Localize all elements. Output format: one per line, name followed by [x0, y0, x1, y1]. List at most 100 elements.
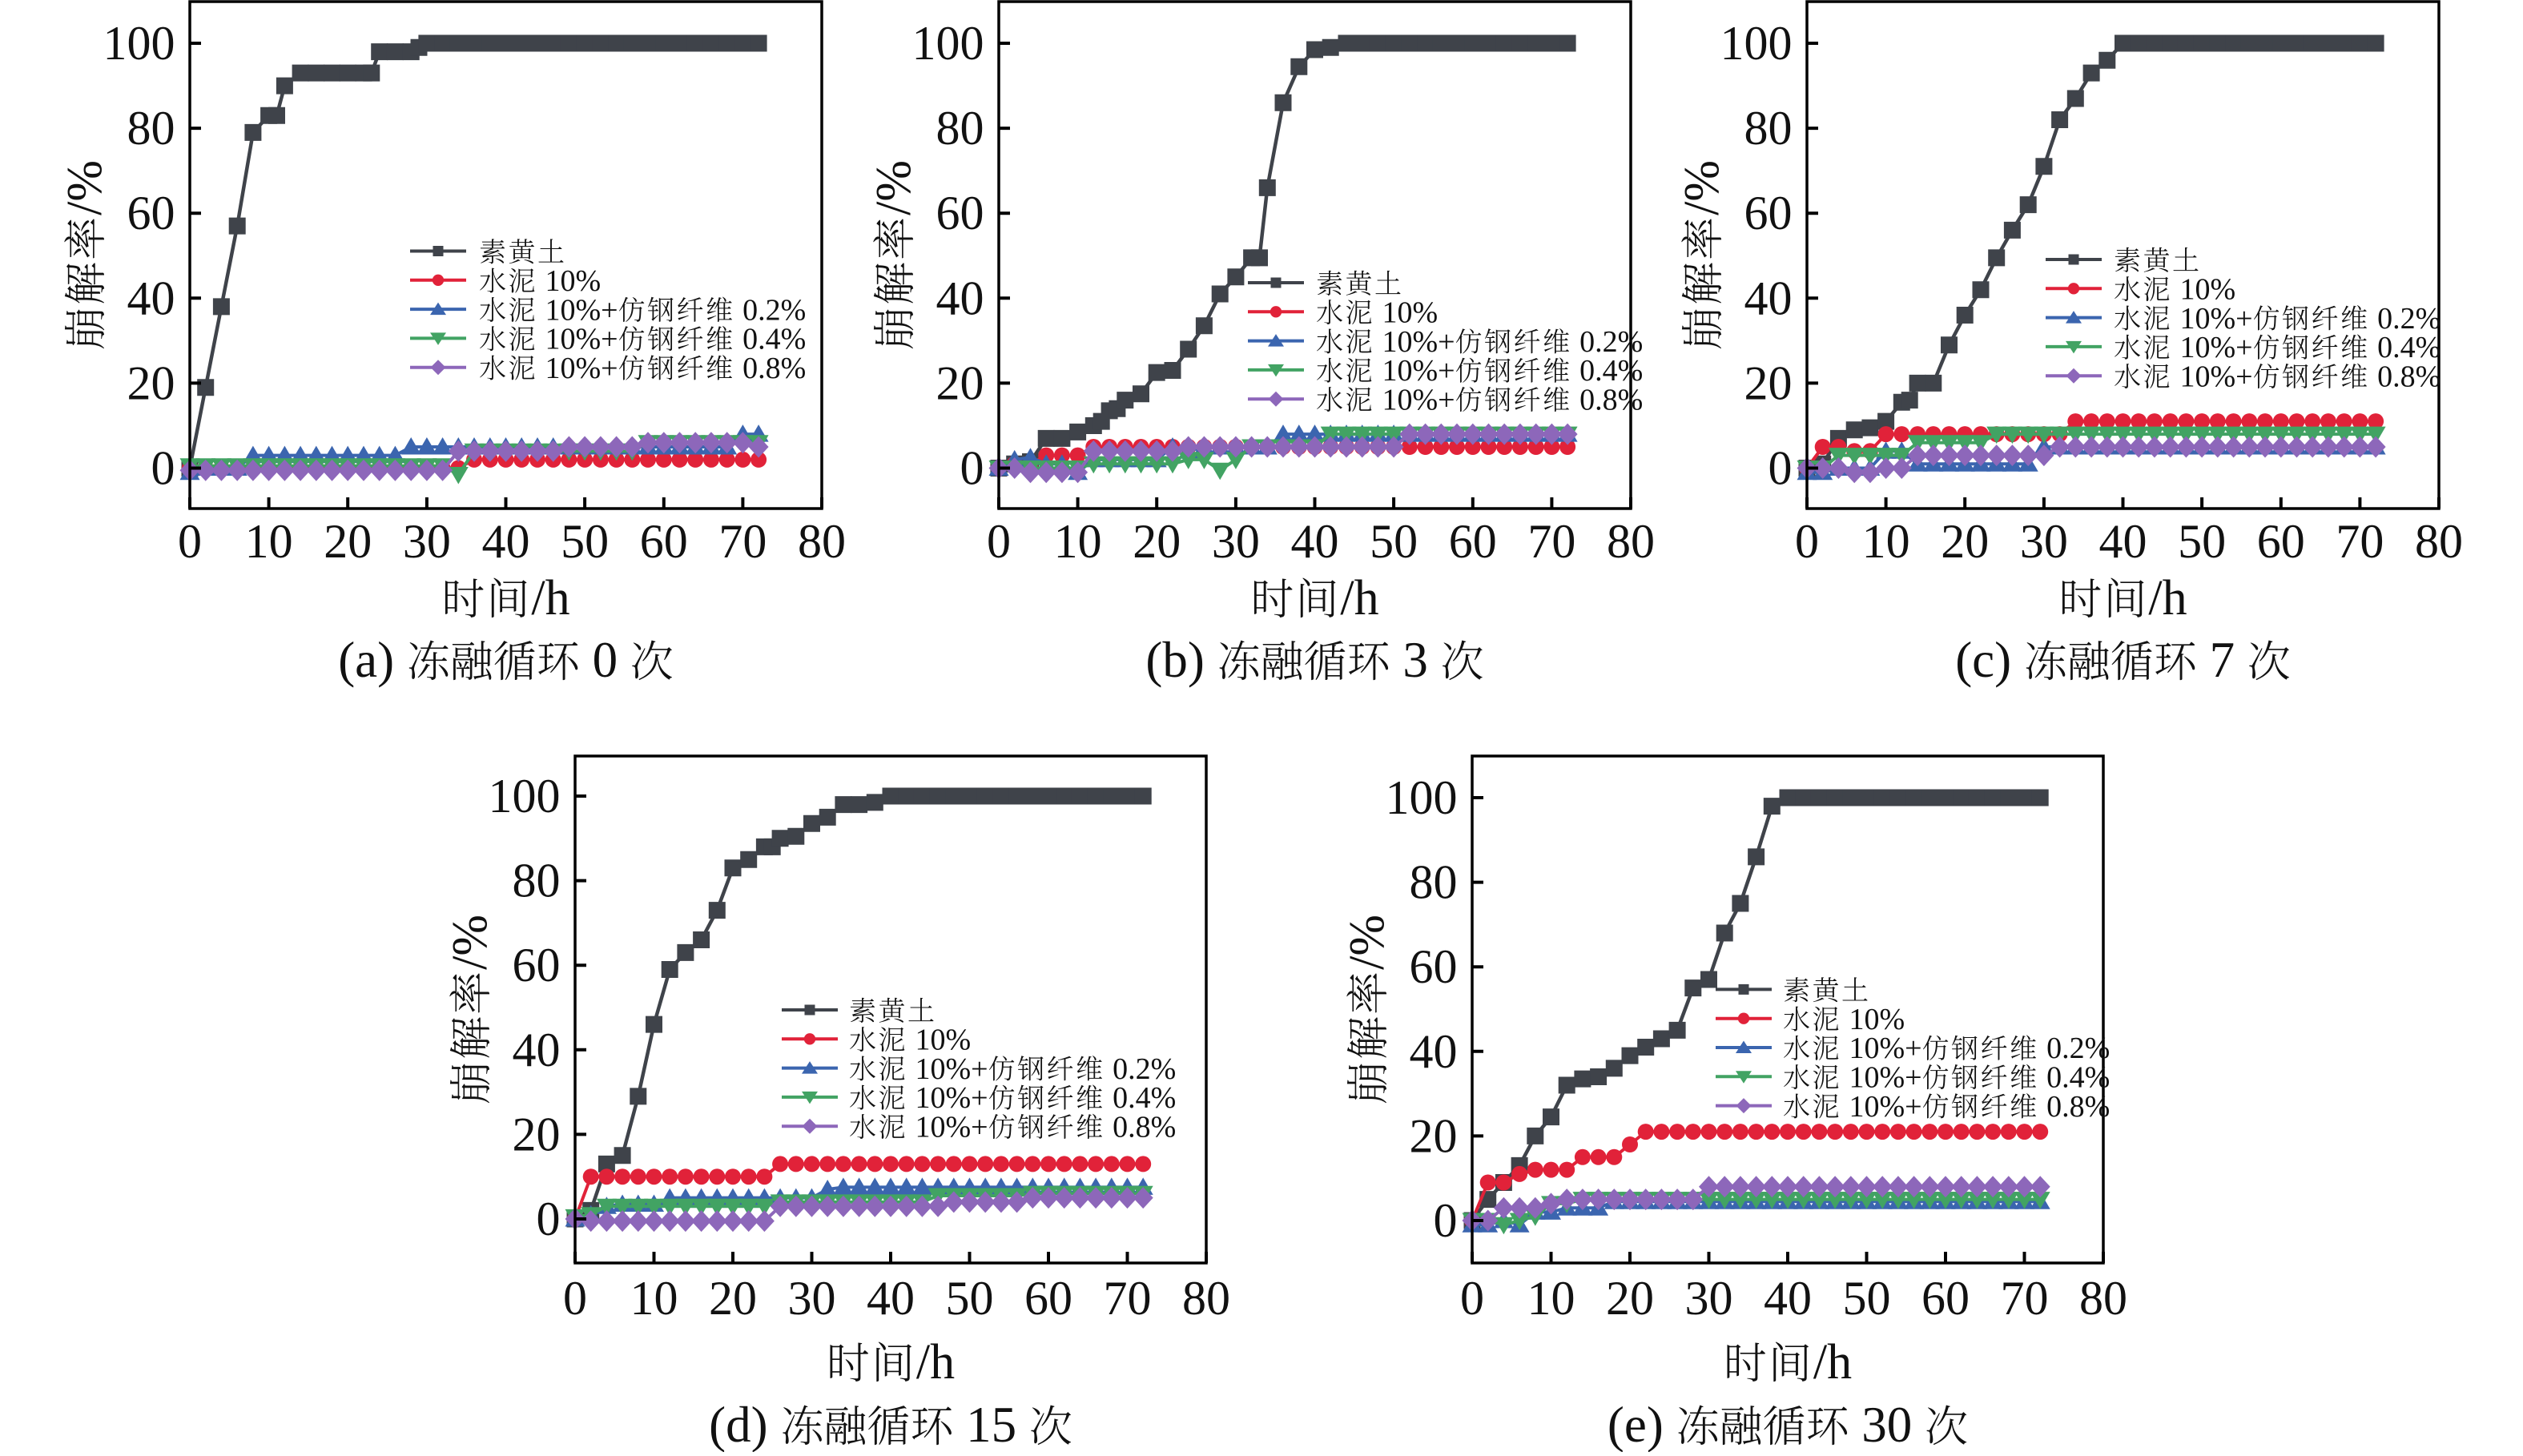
svg-text:20: 20: [936, 356, 984, 409]
svg-text:0.2%: 0.2%: [742, 293, 806, 327]
svg-text:0.4%: 0.4%: [2377, 331, 2441, 364]
svg-text:60: 60: [1410, 940, 1458, 993]
svg-text:10%+: 10%+: [2180, 302, 2253, 336]
svg-text:10%: 10%: [1849, 1003, 1905, 1036]
svg-text:10%+: 10%+: [1849, 1061, 1922, 1095]
svg-text:0.4%: 0.4%: [2046, 1061, 2110, 1095]
svg-text:0: 0: [1434, 1194, 1458, 1247]
svg-text:10%+: 10%+: [915, 1110, 988, 1144]
svg-text:60: 60: [1024, 1272, 1072, 1325]
svg-text:80: 80: [513, 855, 561, 907]
svg-text:0.4%: 0.4%: [1579, 354, 1643, 388]
svg-text:40: 40: [127, 271, 175, 324]
svg-text:60: 60: [1921, 1272, 1970, 1325]
svg-text:10%+: 10%+: [1849, 1090, 1922, 1124]
svg-text:10%+: 10%+: [545, 323, 618, 356]
svg-text:30: 30: [1212, 515, 1260, 568]
svg-text:60: 60: [640, 515, 688, 568]
svg-text:50: 50: [2178, 515, 2226, 568]
svg-text:/h: /h: [531, 571, 569, 625]
svg-text:40: 40: [1764, 1272, 1812, 1325]
svg-text:40: 40: [936, 271, 984, 324]
svg-text:0.8%: 0.8%: [2377, 360, 2441, 393]
svg-text:10%+: 10%+: [915, 1052, 988, 1086]
svg-text:20: 20: [1410, 1109, 1458, 1162]
svg-text:20: 20: [1606, 1272, 1654, 1325]
svg-text:100: 100: [912, 17, 984, 70]
svg-text:30: 30: [1861, 1397, 1912, 1452]
svg-text:10%+: 10%+: [1849, 1032, 1922, 1065]
svg-text:80: 80: [2079, 1272, 2127, 1325]
svg-text:/h: /h: [1340, 571, 1378, 625]
svg-text:80: 80: [1410, 856, 1458, 909]
svg-text:60: 60: [127, 187, 175, 239]
svg-text:70: 70: [1104, 1272, 1152, 1325]
svg-text:10%+: 10%+: [1382, 325, 1455, 359]
svg-text:10: 10: [1862, 515, 1910, 568]
svg-text:60: 60: [936, 187, 984, 239]
svg-text:0.2%: 0.2%: [1113, 1052, 1176, 1086]
svg-text:80: 80: [2415, 515, 2463, 568]
svg-text:40: 40: [1410, 1025, 1458, 1078]
svg-text:10: 10: [1054, 515, 1102, 568]
svg-text:80: 80: [127, 102, 175, 155]
svg-text:50: 50: [1843, 1272, 1891, 1325]
svg-text:0: 0: [563, 1272, 587, 1325]
svg-text:30: 30: [788, 1272, 836, 1325]
svg-text:30: 30: [403, 515, 451, 568]
svg-text:0: 0: [178, 515, 202, 568]
svg-text:/%: /%: [58, 160, 112, 215]
svg-text:40: 40: [867, 1272, 915, 1325]
svg-text:10%: 10%: [1382, 296, 1439, 330]
svg-text:40: 40: [1291, 515, 1339, 568]
svg-text:20: 20: [1133, 515, 1181, 568]
svg-text:10%+: 10%+: [2180, 331, 2253, 364]
svg-text:60: 60: [1744, 187, 1793, 239]
svg-text:0.8%: 0.8%: [2046, 1090, 2110, 1124]
svg-text:20: 20: [1941, 515, 1989, 568]
svg-text:20: 20: [324, 515, 372, 568]
svg-text:0.4%: 0.4%: [1113, 1081, 1176, 1115]
svg-text:60: 60: [513, 939, 561, 991]
svg-text:0: 0: [593, 632, 618, 688]
svg-text:10%+: 10%+: [2180, 360, 2253, 393]
svg-text:10%+: 10%+: [1382, 383, 1455, 416]
svg-text:50: 50: [946, 1272, 994, 1325]
svg-text:10%: 10%: [2180, 273, 2236, 307]
svg-text:20: 20: [513, 1108, 561, 1160]
svg-text:10%: 10%: [915, 1024, 972, 1057]
svg-text:70: 70: [2336, 515, 2384, 568]
svg-text:80: 80: [798, 515, 846, 568]
svg-text:80: 80: [1607, 515, 1655, 568]
svg-text:0.8%: 0.8%: [742, 352, 806, 385]
svg-text:0: 0: [151, 442, 175, 495]
svg-text:70: 70: [2001, 1272, 2049, 1325]
svg-text:100: 100: [489, 770, 561, 823]
svg-text:15: 15: [966, 1397, 1016, 1452]
svg-text:40: 40: [1744, 271, 1793, 324]
svg-text:0: 0: [1769, 442, 1793, 495]
svg-text:7: 7: [2210, 632, 2235, 688]
svg-text:/%: /%: [443, 915, 497, 970]
svg-text:(b): (b): [1145, 632, 1204, 688]
svg-text:70: 70: [1527, 515, 1575, 568]
svg-text:70: 70: [718, 515, 767, 568]
svg-text:80: 80: [1182, 1272, 1230, 1325]
svg-text:40: 40: [513, 1024, 561, 1076]
svg-text:/h: /h: [1813, 1335, 1852, 1390]
svg-text:10: 10: [630, 1272, 678, 1325]
svg-text:60: 60: [1449, 515, 1497, 568]
svg-text:100: 100: [103, 17, 175, 70]
svg-text:50: 50: [1370, 515, 1418, 568]
svg-text:80: 80: [936, 102, 984, 155]
svg-text:40: 40: [482, 515, 530, 568]
svg-text:0.8%: 0.8%: [1579, 383, 1643, 416]
svg-text:0.2%: 0.2%: [1579, 325, 1643, 359]
svg-text:0: 0: [987, 515, 1011, 568]
svg-text:80: 80: [1744, 102, 1793, 155]
svg-text:0: 0: [537, 1193, 561, 1245]
svg-text:20: 20: [709, 1272, 757, 1325]
svg-text:/%: /%: [1340, 915, 1394, 970]
svg-text:100: 100: [1720, 17, 1793, 70]
svg-text:0.2%: 0.2%: [2046, 1032, 2110, 1065]
